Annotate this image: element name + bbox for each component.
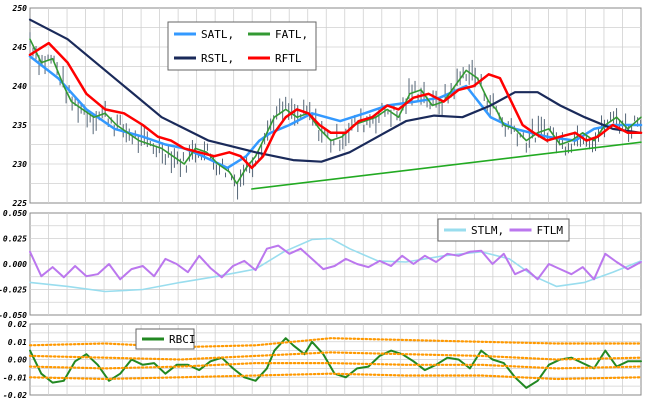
chart-panels: 250 245 240 235 230 225 SATL, FATL, RSTL, RFTL 0.0… [0, 4, 643, 400]
y-tick-label: 0.000 [3, 260, 27, 269]
series-line-2-2 [28, 351, 643, 361]
legend-label: RSTL, [201, 52, 234, 65]
y-tick-label: 250 [12, 4, 28, 13]
legend-box [437, 218, 570, 242]
series-line-1-0 [29, 237, 642, 293]
legend-label: FATL, [275, 28, 308, 41]
legend-label: STLM, [471, 224, 504, 237]
y-tick-label: -0.050 [0, 311, 27, 320]
legend-0: SATL, FATL, RSTL, RFTL [167, 21, 317, 71]
y-tick-label: 225 [12, 199, 28, 208]
y-tick-label: -0.01 [3, 373, 27, 382]
legend-box [135, 328, 195, 350]
y-tick-label: 0.00 [8, 356, 27, 365]
series-line-2-4 [28, 372, 643, 381]
series-line-0-3 [28, 41, 643, 170]
series-line-2-0 [29, 337, 642, 389]
y-tick-label: -0.025 [0, 286, 27, 295]
legend-1: STLM, FTLM [437, 218, 570, 242]
legend-label: FTLM [537, 224, 564, 237]
y-tick-label: 0.02 [8, 320, 27, 329]
legend-box [167, 21, 317, 71]
legend-2: RBCI [135, 328, 196, 350]
legend-label: RBCI [169, 333, 196, 346]
y-tick-label: -0.02 [3, 391, 27, 400]
legend-label: SATL, [201, 28, 234, 41]
y-tick-label: 230 [12, 160, 28, 169]
series-line-2-3 [28, 362, 643, 370]
y-tick-label: 240 [12, 82, 28, 91]
series-line-0-2 [28, 18, 643, 163]
y-tick-label: 235 [12, 121, 28, 130]
series-line-1-1 [29, 244, 642, 281]
y-tick-label: 0.025 [3, 235, 27, 244]
series-line-2-1 [28, 337, 643, 349]
y-tick-label: 245 [12, 43, 28, 52]
series-line-0-1 [29, 38, 642, 185]
y-tick-label: 0.050 [3, 209, 27, 218]
series-line-0-4 [251, 141, 642, 190]
legend-label: RFTL [275, 52, 302, 65]
y-tick-label: 0.01 [8, 338, 27, 347]
